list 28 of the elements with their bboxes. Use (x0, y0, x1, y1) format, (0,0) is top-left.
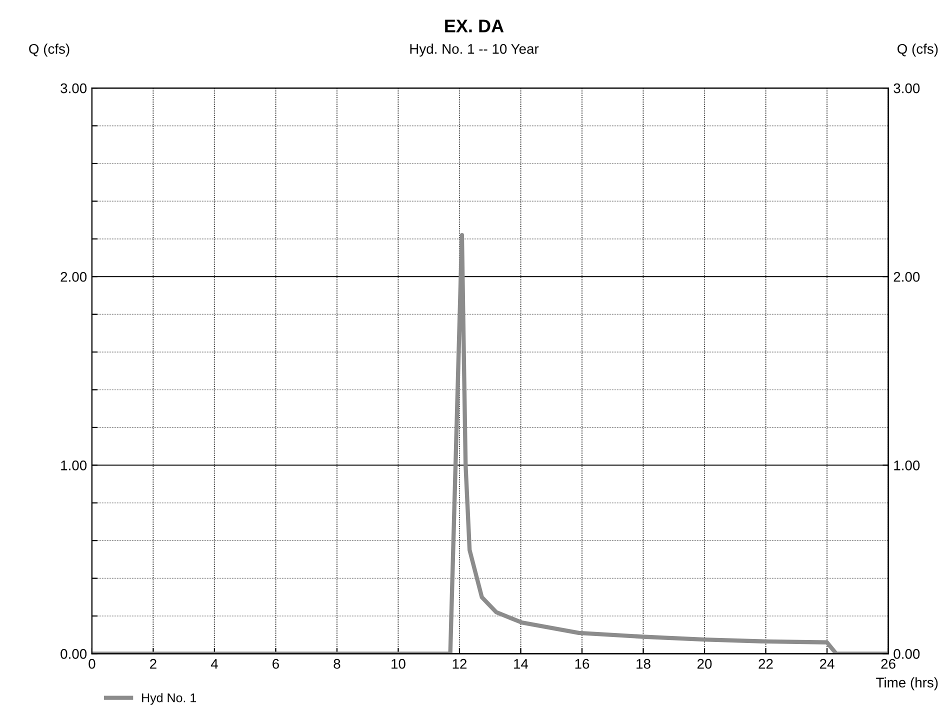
chart-subtitle: Hyd. No. 1 -- 10 Year (410, 44, 539, 57)
x-tick-label: 14 (514, 659, 528, 669)
x-axis-title: Time (hrs) (876, 677, 938, 690)
x-tick-label: 4 (210, 659, 218, 669)
x-tick-label: 24 (820, 658, 834, 669)
x-tick-label: 6 (272, 658, 279, 669)
x-tick-label: 2 (150, 658, 156, 669)
x-tick-label: 10 (392, 658, 406, 669)
y2-tick-label: 2.00 (894, 272, 920, 282)
x-tick-label: 18 (636, 658, 650, 669)
y-tick-label: 2.00 (60, 272, 87, 282)
x-tick-label: 16 (575, 658, 590, 669)
y-tick-label: 0.00 (60, 649, 87, 659)
y-axis-title: Q (cfs) (29, 44, 70, 57)
x-tick-label: 26 (881, 658, 896, 669)
legend-label: Hyd No. 1 (142, 693, 196, 705)
chart-title: EX. DA (445, 20, 504, 32)
x-tick-label: 22 (758, 658, 773, 669)
y-tick-label: 1.00 (61, 460, 87, 470)
y2-tick-label: 0.00 (894, 649, 920, 659)
y2-tick-label: 3.00 (894, 83, 920, 94)
x-tick-label: 12 (452, 658, 467, 669)
y-tick-label: 3.00 (60, 83, 87, 94)
x-tick-label: 0 (88, 658, 96, 669)
x-tick-label: 8 (334, 658, 340, 669)
y2-tick-label: 1.00 (894, 460, 920, 470)
x-tick-label: 20 (697, 658, 712, 669)
y2-axis-title: Q (cfs) (898, 44, 938, 57)
